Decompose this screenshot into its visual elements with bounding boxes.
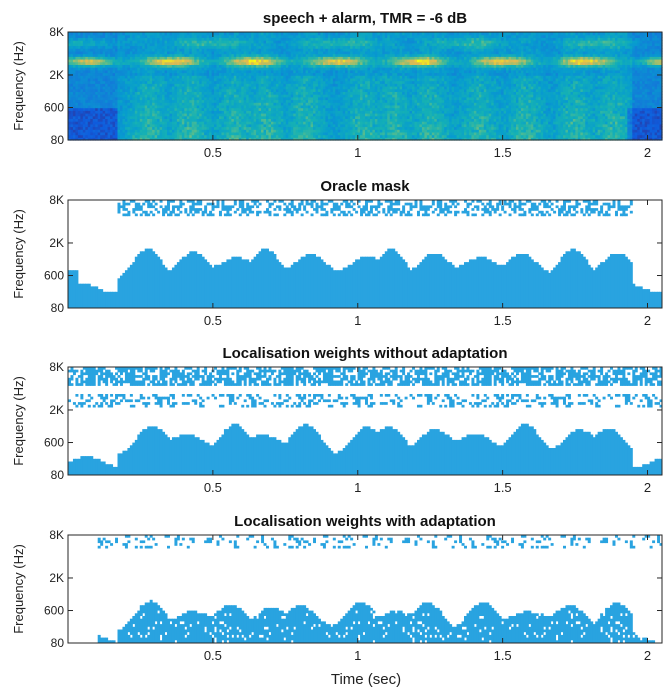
y-tick-label: 80 [51, 468, 65, 482]
x-tick-label: 2 [644, 480, 651, 495]
heatmap-image [68, 200, 663, 308]
panel-title: speech + alarm, TMR = -6 dB [263, 10, 467, 27]
y-axis-label: Frequency (Hz) [11, 41, 26, 131]
y-tick-label: 2K [49, 403, 64, 417]
y-tick-label: 2K [49, 571, 64, 585]
y-tick-label: 80 [51, 301, 65, 315]
x-tick-label: 2 [644, 648, 651, 663]
y-tick-label: 8K [49, 360, 64, 374]
panel-title: Localisation weights without adaptation [222, 345, 507, 362]
y-tick-label: 2K [49, 236, 64, 250]
axes-frame [67, 31, 663, 141]
heatmap-image [68, 367, 663, 475]
x-tick-label: 1 [354, 480, 361, 495]
y-tick-label: 600 [44, 436, 64, 450]
x-tick-label: 1 [354, 313, 361, 328]
x-tick-label: 0.5 [204, 480, 222, 495]
panel-title: Localisation weights with adaptation [234, 513, 496, 530]
y-tick-label: 600 [44, 269, 64, 283]
y-tick-label: 80 [51, 133, 65, 147]
y-axis-label: Frequency (Hz) [11, 209, 26, 299]
y-tick-label: 2K [49, 68, 64, 82]
x-tick-label: 1 [354, 648, 361, 663]
x-axis-label: Time (sec) [331, 671, 401, 688]
y-tick-label: 8K [49, 25, 64, 39]
y-tick-label: 600 [44, 101, 64, 115]
axes-frame [67, 366, 663, 476]
x-tick-label: 1.5 [494, 648, 512, 663]
heatmap-image [68, 32, 663, 141]
panel-title: Oracle mask [320, 178, 410, 195]
y-tick-label: 8K [49, 193, 64, 207]
y-tick-label: 80 [51, 636, 65, 650]
x-tick-label: 1.5 [494, 480, 512, 495]
x-tick-label: 0.5 [204, 313, 222, 328]
axes-frame [67, 199, 663, 309]
x-tick-label: 1 [354, 145, 361, 160]
x-tick-label: 1.5 [494, 145, 512, 160]
x-tick-label: 2 [644, 313, 651, 328]
x-tick-label: 0.5 [204, 145, 222, 160]
y-tick-label: 600 [44, 604, 64, 618]
x-tick-label: 1.5 [494, 313, 512, 328]
panel-3: Localisation weights without adaptation F… [11, 345, 663, 495]
panel-1: speech + alarm, TMR = -6 dB Frequency (Hz… [11, 10, 663, 160]
y-tick-label: 8K [49, 528, 64, 542]
heatmap-image [68, 535, 663, 643]
y-axis-label: Frequency (Hz) [11, 544, 26, 634]
x-tick-label: 2 [644, 145, 651, 160]
axes-frame [67, 534, 663, 644]
panel-2: Oracle mask Frequency (Hz) 0.5 1 1.5 2 80 600 2K… [11, 178, 663, 328]
panels: speech + alarm, TMR = -6 dB Frequency (Hz… [11, 10, 663, 663]
panel-4: Localisation weights with adaptation Freq… [11, 513, 663, 663]
y-axis-label: Frequency (Hz) [11, 376, 26, 466]
x-tick-label: 0.5 [204, 648, 222, 663]
